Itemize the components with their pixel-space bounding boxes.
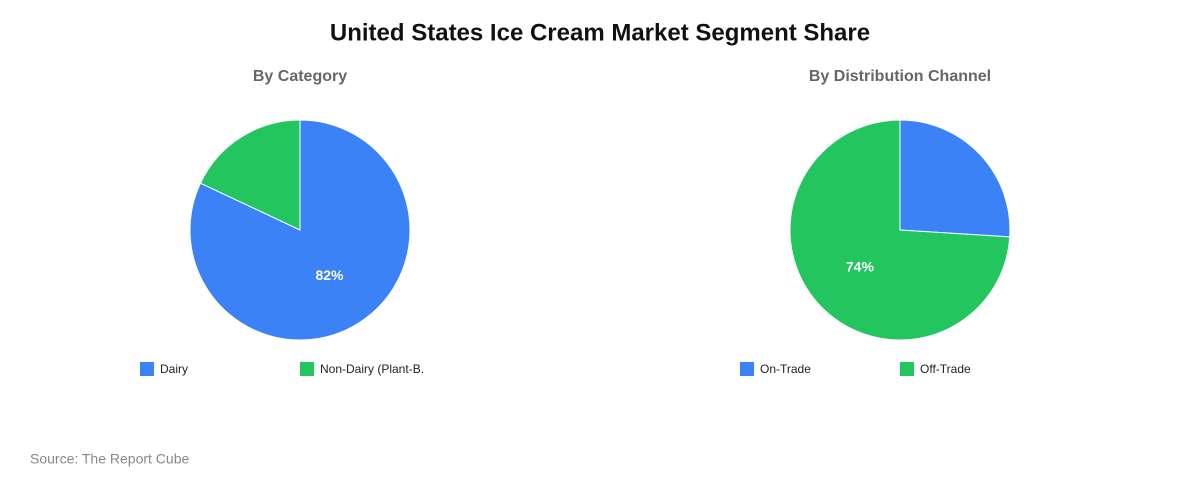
legend-label: Dairy (160, 362, 188, 376)
legend-label: On-Trade (760, 362, 811, 376)
legend-swatch (900, 362, 914, 376)
legend-swatch (300, 362, 314, 376)
chart-subtitle: By Distribution Channel (809, 68, 991, 85)
pie-slice (199, 119, 301, 231)
chart-subtitle: By Category (253, 68, 347, 85)
legend-swatch (140, 362, 154, 376)
legend-label: Off-Trade (920, 362, 971, 376)
data-label: 74% (846, 258, 875, 274)
source: Source: The Report Cube (30, 451, 189, 467)
page-title: United States Ice Cream Market Segment S… (330, 19, 870, 46)
data-label: 82% (315, 267, 344, 283)
legend-label: Non-Dairy (Plant-B. (320, 362, 424, 376)
pie-slice (899, 119, 1011, 238)
legend-swatch (740, 362, 754, 376)
pie-slice (789, 119, 1011, 341)
